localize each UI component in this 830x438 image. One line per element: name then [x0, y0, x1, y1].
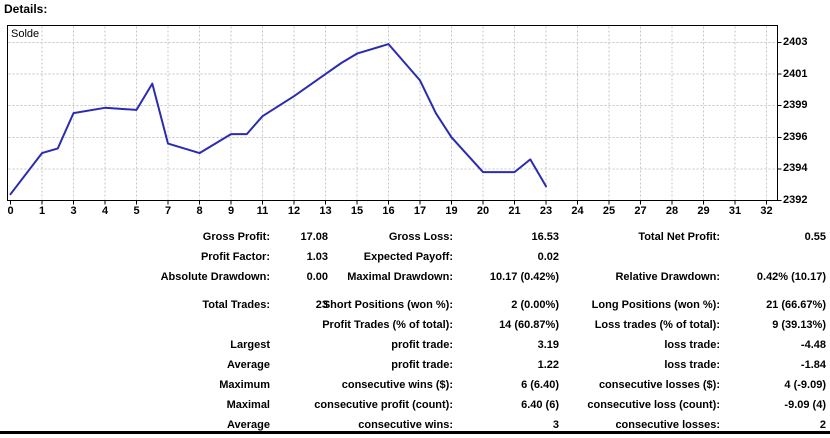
stat-value: 10.17 (0.42%) [489, 271, 559, 283]
stat-label: consecutive wins ($): [341, 379, 453, 391]
stat-label: Relative Drawdown: [615, 271, 720, 283]
x-axis-label: 19 [445, 205, 458, 217]
x-axis-label: 27 [634, 205, 647, 217]
stat-label: consecutive losses: [615, 419, 720, 431]
y-axis-label: 2396 [783, 130, 808, 143]
stat-value: 14 (60.87%) [499, 319, 559, 331]
stat-label: Total Net Profit: [638, 231, 720, 243]
stat-value: 23 [315, 299, 328, 311]
stat-label: Loss trades (% of total): [594, 319, 720, 331]
x-axis-label: 17 [413, 205, 427, 217]
stat-label: consecutive wins: [358, 419, 453, 431]
y-axis-label: 2399 [783, 99, 808, 112]
stat-row: Maximal consecutive profit (count): 6.40 (… [0, 395, 828, 415]
stat-value: 3.19 [537, 339, 559, 351]
x-axis-label: 7 [164, 205, 172, 217]
x-axis-label: 13 [319, 205, 332, 217]
x-axis-label: 32 [760, 205, 773, 217]
stat-value: 3 [552, 419, 559, 431]
stat-value: -4.48 [800, 339, 826, 351]
x-axis-label: 15 [350, 205, 364, 217]
stat-value: 2 [819, 419, 826, 431]
y-axis-label: 2403 [783, 36, 808, 48]
y-axis-label: 2392 [783, 194, 808, 206]
stat-label: Average [226, 359, 270, 371]
stat-row: Total Trades: 23 Short Positions (won %): 2… [0, 295, 828, 315]
stat-label: Maximum [219, 379, 270, 391]
stat-label: Expected Payoff: [363, 251, 453, 263]
stat-value: 17.08 [300, 231, 328, 243]
stat-label: consecutive loss (count): [587, 399, 720, 411]
stat-label: profit trade: [391, 339, 453, 351]
details-heading: Details: [4, 2, 48, 16]
x-axis-label: 9 [227, 205, 235, 217]
stat-label: Gross Profit: [202, 231, 270, 243]
stat-value: 0.00 [306, 271, 328, 283]
x-axis-label: 4 [101, 205, 109, 217]
stat-label: Profit Trades (% of total): [322, 319, 453, 331]
x-axis-label: 24 [571, 205, 584, 217]
stat-label: loss trade: [664, 359, 720, 371]
x-axis-label: 1 [38, 205, 46, 217]
stat-row: Gross Profit: 17.08 Gross Loss: 16.53 Total … [0, 227, 828, 247]
stat-label: Long Positions (won %): [591, 299, 720, 311]
stat-value: 2 (0.00%) [511, 299, 559, 311]
stat-row: Largest profit trade: 3.19 loss trade: -4.48 [0, 335, 828, 355]
stat-value: -9.09 (4) [784, 399, 826, 411]
stat-value: 4 (-9.09) [784, 379, 826, 391]
stat-label: profit trade: [391, 359, 453, 371]
x-axis-label: 5 [133, 205, 140, 217]
x-axis-label: 0 [7, 205, 14, 217]
stat-row: Absolute Drawdown: 0.00 Maximal Drawdown: 1… [0, 267, 828, 287]
stat-row: Average profit trade: 1.22 loss trade: -1.84 [0, 355, 828, 375]
stat-value: 1.22 [537, 359, 559, 371]
stat-value: 1.03 [306, 251, 328, 263]
stat-label: Average [226, 419, 270, 431]
x-axis-label: 8 [196, 205, 203, 217]
stat-row: Average consecutive wins: 3 consecutive los… [0, 415, 828, 435]
x-axis-label: 25 [602, 205, 616, 217]
stat-value: 16.53 [531, 231, 559, 243]
x-axis-label: 31 [728, 205, 742, 217]
stat-value: 9 (39.13%) [772, 319, 826, 331]
balance-chart-canvas [7, 25, 782, 205]
stat-row: Profit Trades (% of total): 14 (60.87%) Lo… [0, 315, 828, 335]
stat-value: 0.42% (10.17) [756, 271, 826, 283]
stat-label: Total Trades: [202, 299, 270, 311]
x-axis-label: 20 [476, 205, 490, 217]
stat-value: 21 (66.67%) [766, 299, 826, 311]
statistics-table: Gross Profit: 17.08 Gross Loss: 16.53 Total … [0, 227, 828, 435]
stat-value: 6.40 (6) [521, 399, 559, 411]
chart-legend-label: Solde [11, 28, 40, 40]
y-axis-label: 2401 [783, 67, 808, 80]
stat-value: 0.02 [537, 251, 559, 263]
x-axis-label: 29 [697, 205, 710, 217]
stat-label: loss trade: [664, 339, 720, 351]
stat-value: 6 (6.40) [521, 379, 559, 391]
stat-row: Profit Factor: 1.03 Expected Payoff: 0.02 [0, 247, 828, 267]
stat-label: Gross Loss: [388, 231, 453, 243]
y-axis-label: 2394 [783, 162, 808, 175]
x-axis-label: 11 [256, 205, 269, 217]
stat-value: 0.55 [804, 231, 826, 243]
stat-label: Short Positions (won %): [322, 299, 453, 311]
stat-label: consecutive losses ($): [598, 379, 720, 391]
x-axis-label: 3 [70, 205, 77, 217]
x-axis-label: 12 [287, 205, 301, 217]
x-axis-label: 21 [508, 205, 521, 217]
stat-label: Maximal Drawdown: [347, 271, 453, 283]
stat-row: Maximum consecutive wins ($): 6 (6.40) cons… [0, 375, 828, 395]
bottom-divider [0, 431, 830, 434]
stat-label: consecutive profit (count): [314, 399, 453, 411]
stat-label: Profit Factor: [200, 251, 270, 263]
stat-label: Largest [230, 339, 270, 351]
stat-label: Maximal [226, 399, 270, 411]
stat-value: -1.84 [800, 359, 826, 371]
x-axis-label: 28 [665, 205, 679, 217]
x-axis-label: 23 [539, 205, 553, 217]
x-axis-label: 16 [382, 205, 395, 217]
stat-label: Absolute Drawdown: [160, 271, 270, 283]
